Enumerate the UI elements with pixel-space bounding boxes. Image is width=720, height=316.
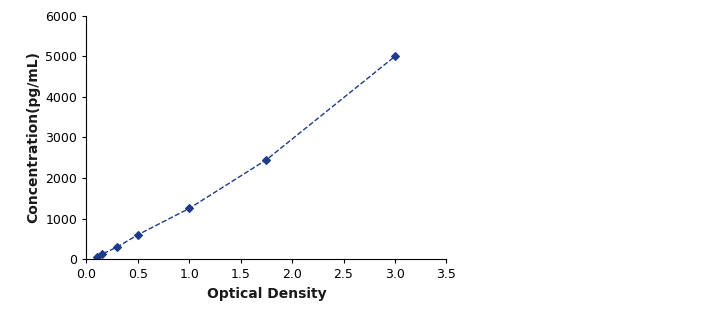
X-axis label: Optical Density: Optical Density (207, 287, 326, 301)
Y-axis label: Concentration(pg/mL): Concentration(pg/mL) (26, 52, 40, 223)
